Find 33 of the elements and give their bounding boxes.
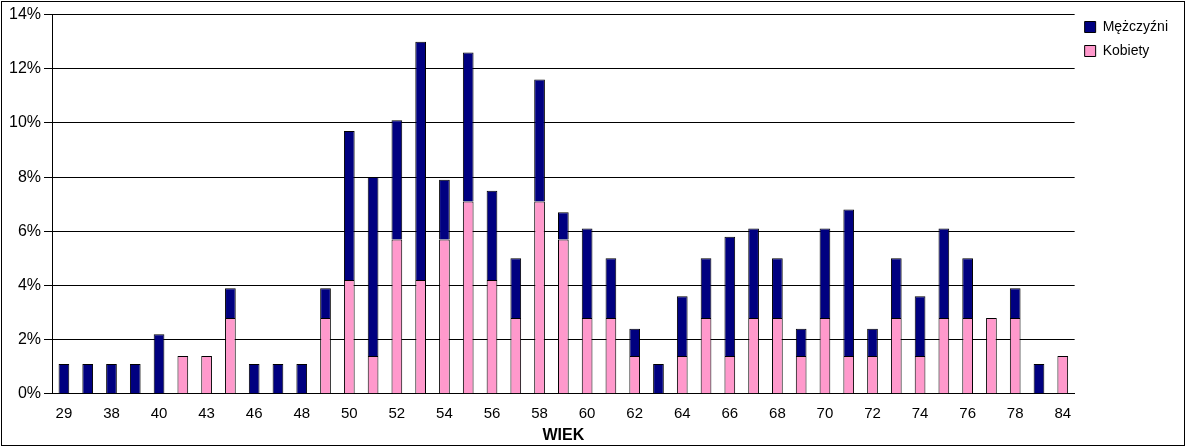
y-tick-label: 14%: [8, 5, 42, 23]
x-tick-label: 60: [578, 403, 596, 421]
x-tick-label: 58: [531, 403, 548, 421]
x-tick-label: 46: [245, 403, 263, 421]
x-tick-label: 48: [293, 403, 311, 421]
x-tick-label: 40: [150, 403, 168, 421]
x-axis-title: WIEK: [542, 425, 585, 443]
x-tick-label: 68: [769, 403, 786, 421]
x-tick-label: 62: [626, 403, 644, 421]
y-tick-label: 8%: [17, 167, 42, 185]
x-tick-label: 38: [103, 403, 120, 421]
x-tick-label: 72: [864, 403, 881, 421]
x-tick-label: 43: [198, 403, 215, 421]
x-tick-label: 56: [483, 403, 501, 421]
x-tick-label: 78: [1006, 403, 1024, 421]
x-tick-label: 54: [436, 403, 453, 421]
legend-label: Mężczyźni: [1102, 17, 1169, 34]
y-tick-label: 4%: [17, 275, 42, 293]
y-tick-label: 10%: [8, 113, 42, 131]
x-tick-label: 52: [388, 403, 406, 421]
legend-label: Kobiety: [1102, 41, 1150, 58]
x-tick-label: 29: [55, 403, 73, 421]
x-tick-label: 50: [340, 403, 358, 421]
y-tick-label: 2%: [17, 330, 42, 348]
y-tick-label: 12%: [8, 59, 42, 77]
y-tick-label: 6%: [17, 221, 42, 239]
x-tick-label: 64: [673, 403, 691, 421]
x-tick-label: 76: [959, 403, 976, 421]
y-tick-label: 0%: [17, 384, 42, 402]
x-tick-label: 66: [721, 403, 739, 421]
x-tick-label: 70: [816, 403, 834, 421]
x-tick-label: 84: [1054, 403, 1072, 421]
x-tick-label: 74: [911, 403, 929, 421]
